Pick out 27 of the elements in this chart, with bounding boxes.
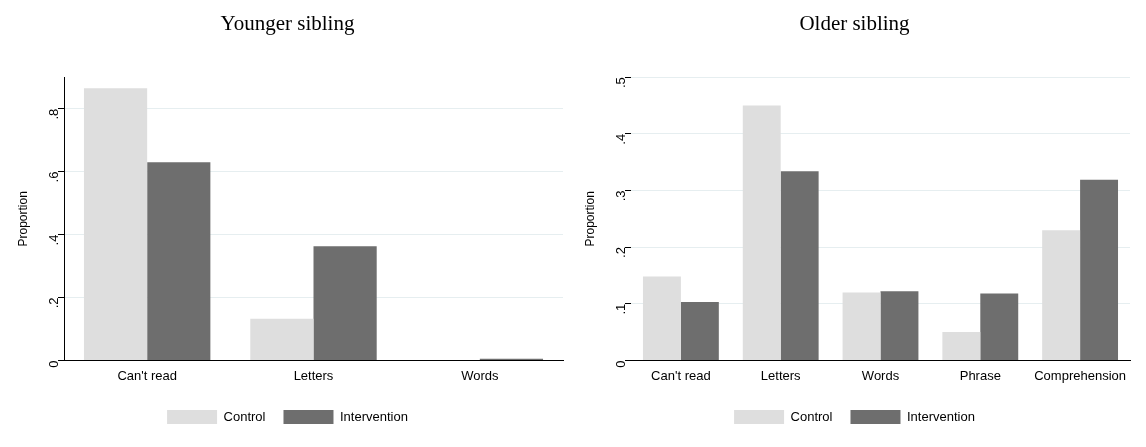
y-axis-title: Proportion xyxy=(582,191,597,247)
legend-label: Intervention xyxy=(906,408,975,424)
x-tick-label: Comprehension xyxy=(1034,367,1126,383)
y-tick-label: .2 xyxy=(45,297,61,309)
y-tick-label: 0 xyxy=(45,360,61,368)
y-tick-label: .4 xyxy=(45,234,61,246)
y-tick-label: .3 xyxy=(612,190,628,202)
y-tick-label: .2 xyxy=(612,247,628,258)
y-axis-title: Proportion xyxy=(15,191,30,247)
chart-title: Younger sibling xyxy=(220,11,355,36)
legend-label: Intervention xyxy=(339,408,408,424)
y-tick-label: .4 xyxy=(612,133,628,145)
y-tick-label: 0 xyxy=(612,360,628,368)
y-tick-label: .5 xyxy=(612,77,628,89)
legend-label: Control xyxy=(790,408,833,424)
x-tick-label: Words xyxy=(861,367,900,383)
chart-title: Older sibling xyxy=(799,11,911,36)
x-tick-label: Words xyxy=(461,367,499,383)
y-tick-label: .8 xyxy=(45,108,61,120)
x-tick-label: Phrase xyxy=(959,367,1001,383)
x-tick-label: Can't read xyxy=(651,367,711,383)
y-tick-label: .6 xyxy=(45,171,61,183)
x-tick-label: Letters xyxy=(293,367,334,383)
x-tick-label: Letters xyxy=(760,367,802,383)
legend-label: Control xyxy=(223,408,266,424)
y-tick-label: .1 xyxy=(612,303,628,315)
x-tick-label: Can't read xyxy=(117,367,177,383)
